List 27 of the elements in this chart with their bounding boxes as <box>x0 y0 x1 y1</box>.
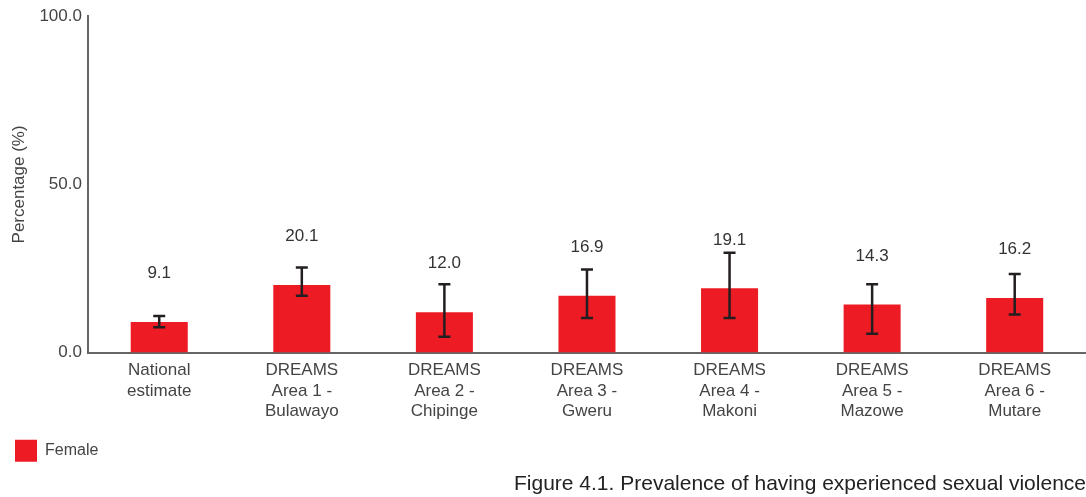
data-label: 20.1 <box>285 226 319 246</box>
text: Figure 4.1. Prevalence of having experienced sexual violence <box>513 471 1086 495</box>
bar <box>273 284 331 353</box>
x-tick-label: DREAMS Area 2 - Chipinge <box>408 360 481 421</box>
data-label: 9.1 <box>147 263 172 283</box>
x-tick-label: DREAMS Area 3 - Gweru <box>550 360 624 421</box>
bar <box>701 288 759 353</box>
x-tick-label: DREAMS Area 4 - Makoni <box>693 360 766 421</box>
y-tick-label: 0.0 <box>58 342 82 362</box>
bar <box>130 321 188 353</box>
data-label: 16.2 <box>998 239 1032 259</box>
y-axis-title: Percentage (%) <box>8 125 28 244</box>
x-tick-label: DREAMS Area 5 - Mazowe <box>835 360 909 421</box>
x-tick-label: National estimate <box>127 360 192 400</box>
data-label: 14.3 <box>855 245 889 265</box>
bar <box>986 298 1044 353</box>
bar <box>558 295 616 353</box>
data-label: 19.1 <box>713 229 747 249</box>
data-label: 16.9 <box>570 236 604 256</box>
legend-label: Female <box>45 441 99 459</box>
bar <box>415 312 473 353</box>
bar <box>843 304 901 353</box>
y-tick-label: 50.0 <box>48 174 82 194</box>
y-tick-label: 100.0 <box>39 5 82 25</box>
x-tick-label: DREAMS Area 6 - Mutare <box>978 360 1052 421</box>
x-tick-label: DREAMS Area 1 - Bulawayo <box>264 360 339 421</box>
data-label: 12.0 <box>427 253 461 273</box>
